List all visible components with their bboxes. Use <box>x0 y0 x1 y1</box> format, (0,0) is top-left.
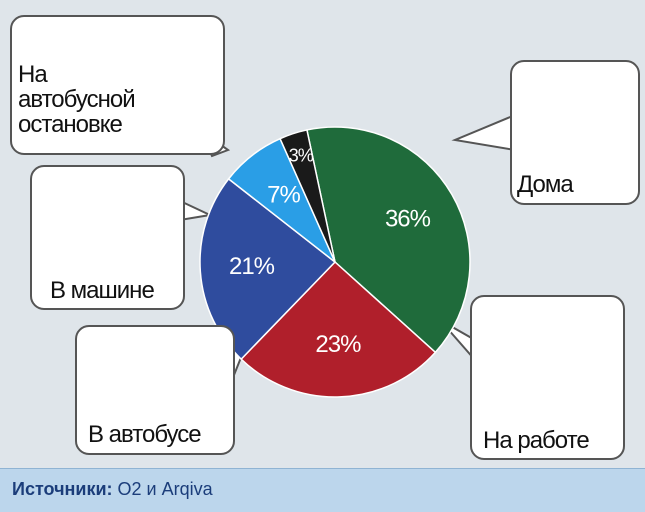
source-text: O2 и Arqiva <box>118 479 213 499</box>
value-label: 36% <box>385 205 431 232</box>
category-label: В автобусе <box>88 422 201 447</box>
value-label: 23% <box>315 331 361 358</box>
value-label: 7% <box>267 181 300 208</box>
value-label: 3% <box>289 145 314 165</box>
category-label: Дома <box>517 172 573 197</box>
infographic: 36%23%21%7%3% Дома На работе В автобусе … <box>0 0 645 512</box>
source-bar: Источники: O2 и Arqiva <box>0 468 645 512</box>
category-label: В машине <box>50 278 154 303</box>
callout-pointer <box>455 115 515 150</box>
category-label: На автобусной остановке <box>18 62 148 137</box>
source-label: Источники: <box>12 479 113 499</box>
category-label: На работе <box>483 428 589 453</box>
value-label: 21% <box>229 253 275 280</box>
